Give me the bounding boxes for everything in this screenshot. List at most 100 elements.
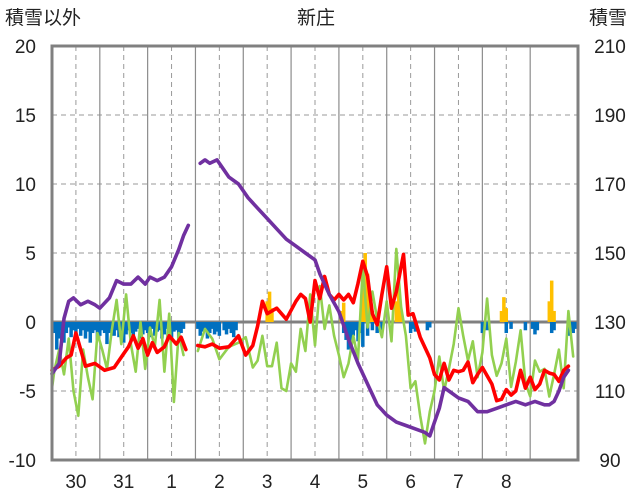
precip-bar (502, 297, 506, 322)
right-axis-label: 積雪 (589, 7, 627, 29)
negative-bar (351, 322, 356, 336)
negative-bar (169, 322, 174, 342)
negative-bar (129, 322, 133, 334)
negative-bar (162, 322, 167, 335)
negative-bar (102, 322, 107, 334)
left-tick-label: 20 (15, 37, 36, 58)
line-series (50, 158, 575, 445)
precip-bar (547, 301, 552, 322)
x-tick-label: 6 (405, 472, 416, 493)
x-axis-ticks: 30 31 1 2 3 4 5 6 7 8 (65, 472, 511, 493)
negative-bar (227, 322, 231, 329)
negative-bar (480, 322, 485, 334)
negative-bar (150, 322, 155, 329)
x-tick-label: 7 (453, 472, 464, 493)
left-axis-label: 積雪以外 (5, 7, 81, 29)
negative-bar (356, 322, 360, 342)
negative-bar (224, 322, 229, 335)
right-tick-label: 110 (595, 382, 625, 403)
negative-bar (549, 322, 554, 334)
left-tick-label: 15 (15, 106, 36, 127)
negative-bar (573, 322, 578, 329)
precip-bar (341, 302, 346, 322)
negative-bar (124, 322, 128, 335)
negative-bar (90, 322, 95, 334)
negative-bar (76, 322, 81, 329)
plot-frame (50, 44, 580, 462)
precip-bar (394, 301, 399, 322)
negative-bar (71, 322, 76, 331)
negative-bar (119, 322, 124, 332)
right-axis-ticks: 210 190 170 150 130 110 90 (594, 37, 626, 472)
negative-bar (229, 322, 234, 334)
negative-bar (222, 322, 226, 331)
precip-bar (361, 287, 365, 322)
negative-bar (176, 322, 181, 339)
precip-bar (549, 280, 554, 322)
negative-bar (349, 322, 353, 345)
negative-bar (181, 322, 186, 329)
negative-bar (196, 322, 200, 329)
negative-bar (380, 322, 384, 331)
negative-bar (530, 322, 535, 329)
right-tick-label: 170 (594, 175, 626, 196)
negative-bar (504, 322, 509, 334)
x-tick-label: 1 (166, 472, 177, 493)
negative-bar (552, 322, 556, 331)
negative-bar (198, 322, 202, 336)
left-tick-label: 5 (25, 244, 36, 265)
precip-bar (270, 308, 274, 322)
precip-bar (365, 273, 370, 322)
negative-bar (485, 322, 489, 331)
negative-bar (136, 322, 140, 329)
negative-bar (179, 322, 183, 334)
negative-bar (523, 322, 528, 331)
negative-bar (408, 322, 413, 334)
negative-bar (83, 322, 88, 339)
negative-bar (133, 322, 138, 332)
negative-bar (425, 322, 430, 331)
negative-bar (203, 322, 207, 331)
x-tick-label: 30 (65, 472, 86, 493)
negative-bar (141, 322, 145, 335)
negative-bar (428, 322, 432, 328)
negative-bar (361, 322, 365, 347)
x-tick-label: 4 (310, 472, 321, 493)
right-tick-label: 150 (594, 244, 626, 265)
negative-bar (234, 322, 238, 331)
right-tick-label: 210 (594, 37, 626, 58)
temperature-line (50, 252, 571, 403)
negative-bar (95, 322, 100, 340)
negative-bar (208, 322, 212, 334)
negative-bar (153, 322, 157, 336)
bar-series (52, 253, 578, 350)
negative-bar (105, 322, 109, 345)
negative-bar (78, 322, 83, 336)
negative-bar (69, 322, 73, 338)
negative-bar (55, 322, 59, 350)
precip-bar (267, 291, 272, 322)
negative-bar (52, 322, 57, 334)
precip-bar (552, 310, 556, 322)
precip-bar (499, 310, 504, 322)
x-tick-label: 5 (358, 472, 369, 493)
negative-bar (145, 322, 150, 334)
negative-bar (112, 322, 116, 336)
negative-bar (81, 322, 85, 331)
negative-bar (375, 322, 379, 334)
negative-bar (411, 322, 415, 329)
left-axis-ticks: 20 15 10 5 0 -5 -10 (9, 37, 36, 472)
negative-bar (353, 322, 358, 331)
negative-bar (100, 322, 104, 331)
negative-bar (107, 322, 112, 334)
negative-bar (217, 322, 222, 336)
left-tick-label: 0 (25, 313, 36, 334)
negative-bar (93, 322, 97, 331)
negative-bar (215, 322, 219, 332)
negative-bar (200, 322, 205, 332)
precip-bar (399, 310, 403, 322)
chart-title: 新庄 (297, 7, 335, 29)
right-tick-label: 90 (599, 451, 620, 472)
negative-bar (143, 322, 147, 331)
negative-bar (172, 322, 176, 332)
